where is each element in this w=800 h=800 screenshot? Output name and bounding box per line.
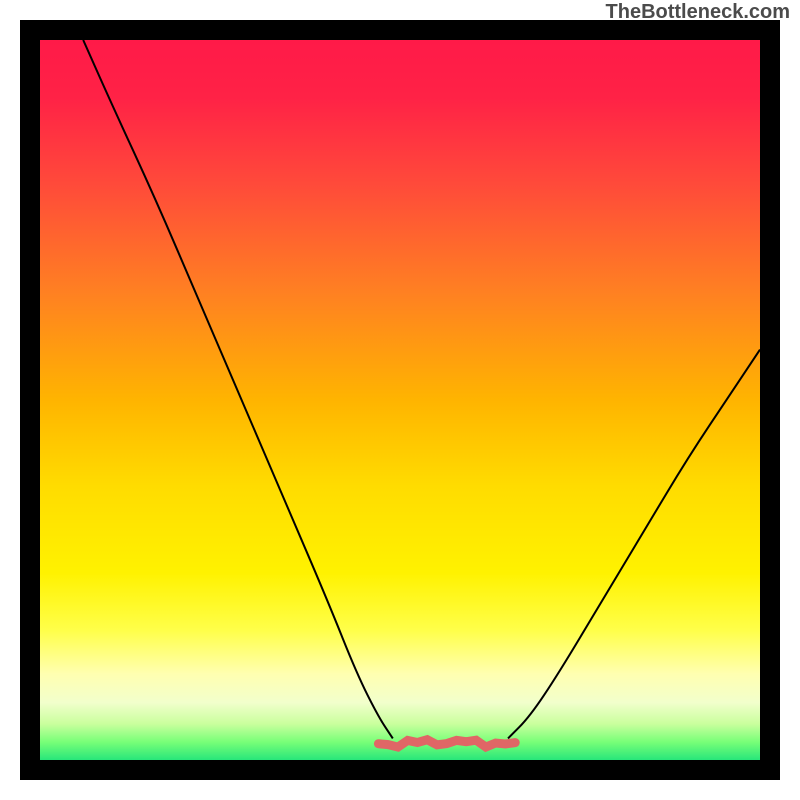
v-curve <box>83 40 760 738</box>
curve-layer <box>40 40 760 760</box>
chart-frame: TheBottleneck.com <box>0 0 800 800</box>
plot-area <box>20 20 780 780</box>
watermark-text: TheBottleneck.com <box>606 1 790 24</box>
flat-bottom-segment <box>378 740 515 747</box>
